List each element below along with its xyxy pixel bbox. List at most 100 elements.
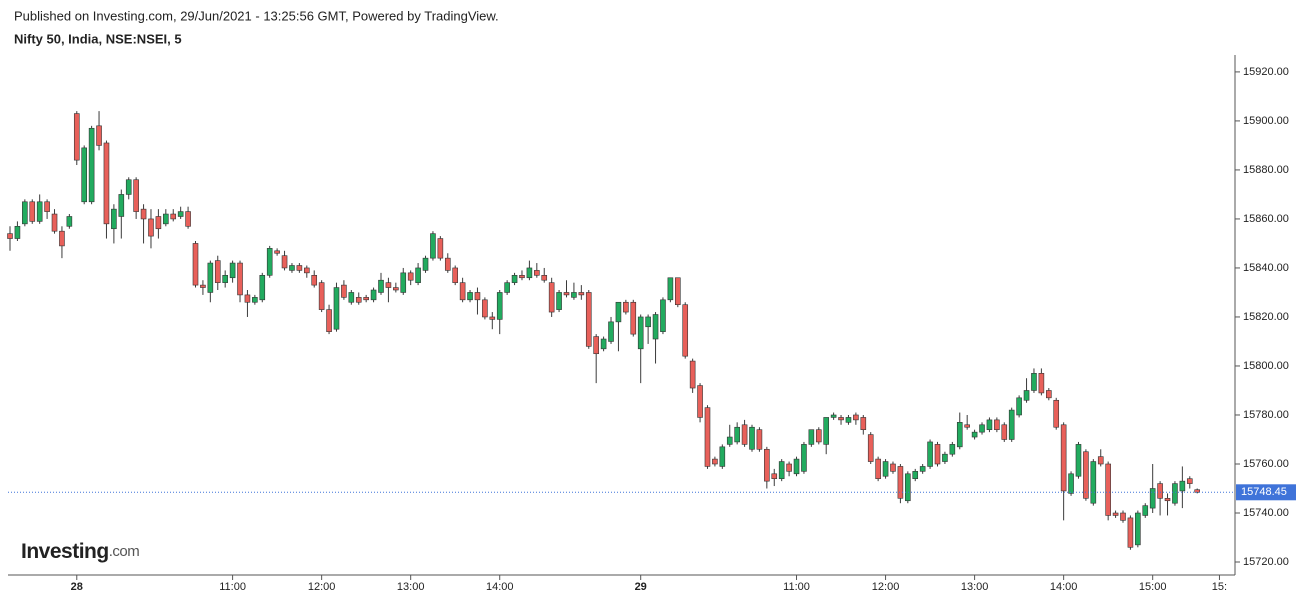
candle-body bbox=[103, 142, 110, 225]
candle-body bbox=[274, 250, 280, 254]
candle-body bbox=[1112, 512, 1119, 516]
candle-body bbox=[986, 419, 993, 430]
candle-body bbox=[400, 272, 407, 293]
candle-body bbox=[1031, 373, 1037, 391]
candle-body bbox=[526, 267, 533, 279]
candle-body bbox=[229, 262, 236, 279]
candle-body bbox=[778, 461, 785, 479]
candle-body bbox=[385, 282, 392, 288]
y-tick-label: 15900.00 bbox=[1243, 115, 1289, 127]
candle-body bbox=[630, 301, 637, 335]
candle-body bbox=[222, 275, 228, 283]
candle-body bbox=[36, 201, 43, 222]
candle-body bbox=[355, 297, 362, 303]
x-tick-label: 11:00 bbox=[783, 581, 810, 593]
y-tick-label: 15720.00 bbox=[1243, 556, 1289, 568]
candle-body bbox=[1060, 424, 1067, 492]
candle-body bbox=[370, 289, 377, 301]
candle-body bbox=[875, 458, 881, 479]
candle-body bbox=[289, 265, 295, 271]
x-tick-label: 29 bbox=[635, 581, 647, 593]
candle-body bbox=[756, 429, 763, 450]
y-tick-label: 15760.00 bbox=[1243, 458, 1289, 470]
candle-body bbox=[1046, 390, 1052, 399]
candle-body bbox=[571, 292, 577, 298]
candle-body bbox=[200, 284, 206, 288]
candle-body bbox=[170, 213, 177, 220]
candle-body bbox=[474, 292, 481, 301]
candle-body bbox=[771, 473, 778, 479]
candle-body bbox=[415, 267, 421, 283]
candle-body bbox=[185, 211, 191, 227]
candle-body bbox=[237, 262, 243, 296]
candle-body bbox=[7, 233, 13, 239]
candle-body bbox=[927, 441, 933, 467]
candle-body bbox=[979, 424, 985, 433]
candle-body bbox=[964, 424, 970, 428]
candle-body bbox=[519, 275, 525, 279]
candle-body bbox=[563, 292, 570, 296]
candle-body bbox=[1186, 478, 1193, 484]
candle-body bbox=[111, 208, 117, 230]
candle-body bbox=[1105, 463, 1111, 516]
candle-body bbox=[333, 287, 340, 330]
candle-body bbox=[482, 299, 488, 318]
candle-body bbox=[608, 321, 614, 342]
x-tick-label: 15:00 bbox=[1139, 581, 1167, 593]
candles bbox=[7, 111, 1200, 550]
candle-body bbox=[637, 316, 644, 350]
candle-body bbox=[1194, 489, 1200, 493]
candle-body bbox=[303, 267, 310, 274]
candle-body bbox=[1172, 483, 1178, 504]
candle-body bbox=[296, 265, 303, 271]
candle-body bbox=[912, 471, 919, 479]
candle-body bbox=[867, 434, 874, 462]
candle-body bbox=[14, 225, 21, 239]
candle-body bbox=[905, 473, 911, 502]
x-tick-label: 13:00 bbox=[961, 581, 989, 593]
candle-body bbox=[1068, 473, 1074, 494]
candle-body bbox=[660, 299, 666, 332]
candle-body bbox=[919, 466, 926, 472]
candle-body bbox=[830, 414, 837, 418]
candle-body bbox=[1053, 399, 1060, 428]
candle-body bbox=[244, 294, 251, 303]
candle-body bbox=[585, 292, 592, 347]
candle-body bbox=[1142, 505, 1149, 516]
candle-body bbox=[259, 275, 266, 301]
candle-body bbox=[140, 208, 147, 220]
candle-body bbox=[534, 270, 540, 276]
candle-body bbox=[682, 304, 689, 357]
candle-body bbox=[452, 267, 459, 283]
candle-body bbox=[801, 444, 807, 472]
candle-body bbox=[281, 255, 288, 269]
candle-body bbox=[88, 127, 95, 203]
candle-body bbox=[697, 385, 703, 418]
candle-body bbox=[890, 463, 896, 472]
candle-body bbox=[148, 218, 154, 237]
candle-body bbox=[556, 292, 562, 310]
y-tick-label: 15820.00 bbox=[1243, 311, 1289, 323]
candle-body bbox=[133, 179, 139, 212]
candle-body bbox=[823, 417, 830, 445]
y-tick-label: 15800.00 bbox=[1243, 360, 1289, 372]
candle-body bbox=[511, 275, 518, 283]
candle-body bbox=[163, 213, 169, 225]
candle-body bbox=[326, 309, 332, 332]
candle-body bbox=[155, 216, 162, 230]
candle-body bbox=[593, 336, 599, 355]
candle-body bbox=[934, 444, 941, 465]
candle-body bbox=[341, 284, 347, 298]
candle-body bbox=[1135, 512, 1141, 546]
candle-body bbox=[266, 248, 273, 276]
candle-body bbox=[994, 419, 1000, 430]
candle-body bbox=[623, 301, 629, 313]
candle-body bbox=[422, 257, 429, 271]
y-tick-label: 15920.00 bbox=[1243, 66, 1289, 78]
candle-body bbox=[1008, 409, 1015, 440]
chart-title: Nifty 50, India, NSE:NSEI, 5 bbox=[14, 31, 182, 46]
candle-body bbox=[1157, 483, 1163, 499]
x-tick-label: 15: bbox=[1212, 581, 1227, 593]
candle-body bbox=[615, 301, 622, 323]
candle-body bbox=[378, 279, 384, 293]
